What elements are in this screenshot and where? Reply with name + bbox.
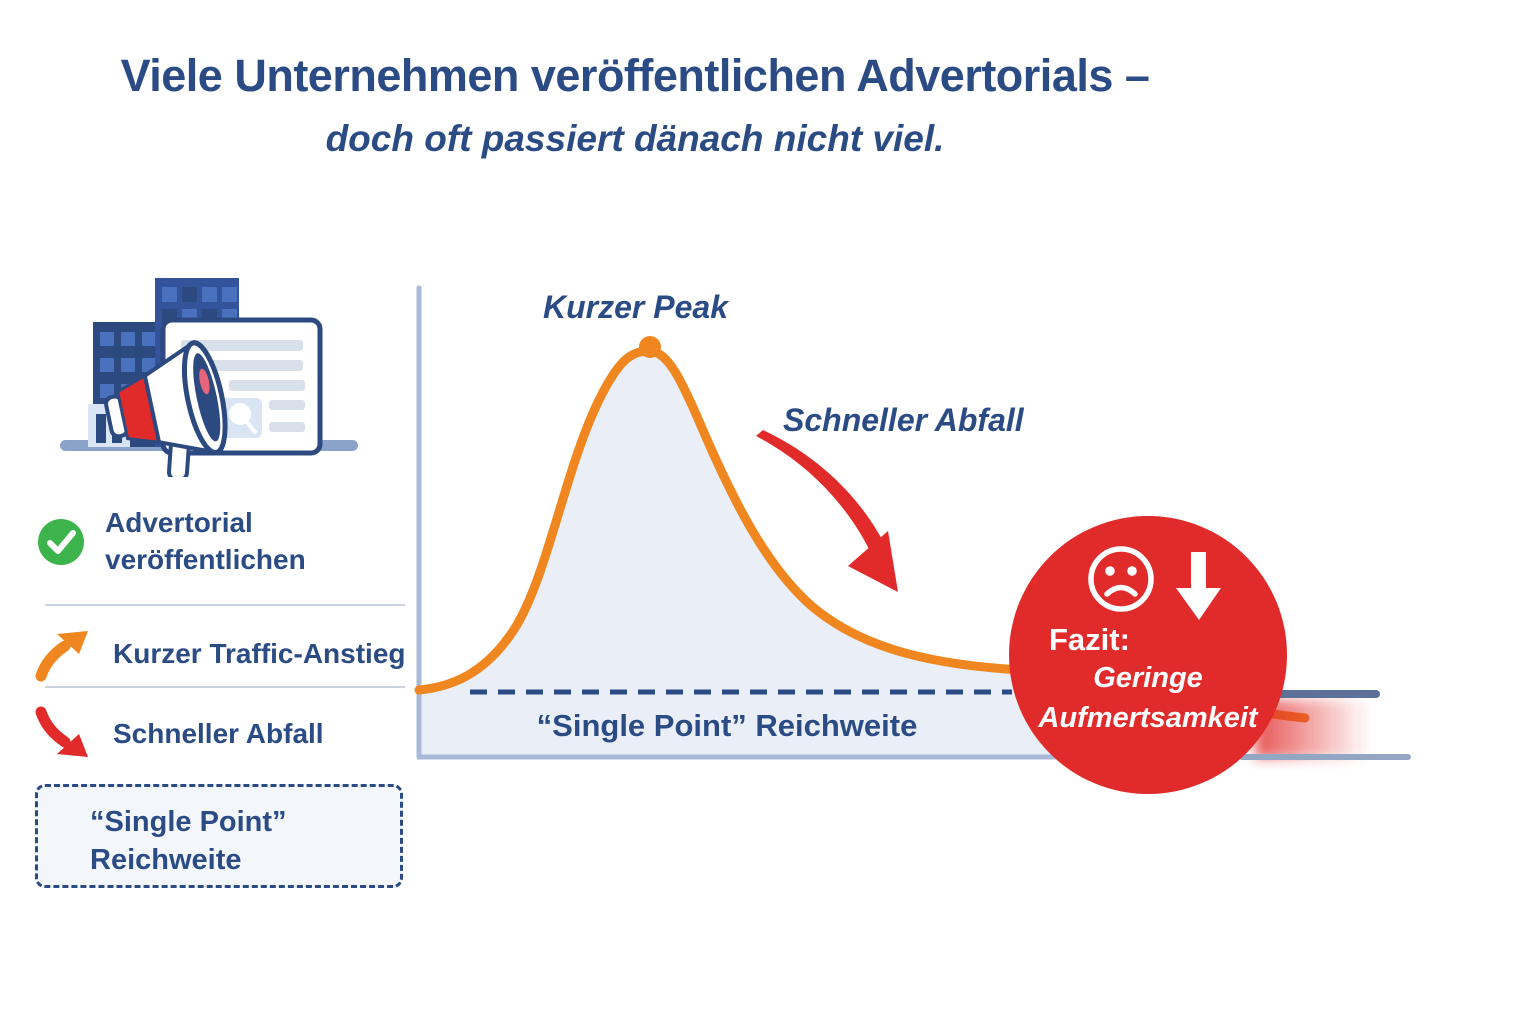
legend-label-decline: Schneller Abfall: [113, 717, 324, 749]
page-subtitle: doch oft passiert dänach nicht viel.: [325, 118, 945, 159]
sad-face-icon: [1088, 546, 1154, 612]
header: Viele Unternehmen veröffentlichen Advert…: [0, 50, 1270, 160]
peak-label: Kurzer Peak: [543, 289, 728, 325]
megaphone-icon: [104, 339, 228, 477]
legend-item-decline: Schneller Abfall: [33, 704, 324, 764]
conclusion-line2: Aufmertsamkeit: [1038, 702, 1258, 734]
conclusion-badge: Fazit: Geringe Aufmertsamkeit: [1009, 516, 1287, 794]
conclusion-line1: Geringe: [1093, 662, 1203, 694]
legend-item-traffic-rise: Kurzer Traffic-Anstieg: [33, 624, 406, 684]
legend-label-single-point: “Single Point” Reichweite: [90, 806, 287, 877]
down-arrow-icon: [1176, 552, 1221, 620]
decline-swoosh-arrow-icon: [756, 430, 898, 592]
legend-item-publish: Advertorial veröffentlichen: [37, 505, 375, 579]
decline-arrow-icon: [35, 706, 88, 757]
check-circle-icon: [38, 518, 84, 565]
legend-divider: [45, 604, 405, 606]
baseline-reach-label: “Single Point” Reichweite: [536, 708, 918, 743]
traffic-up-arrow-icon: [35, 631, 88, 682]
decline-label: Schneller Abfall: [783, 402, 1024, 438]
legend-label-traffic-rise: Kurzer Traffic-Anstieg: [113, 637, 406, 669]
legend-divider: [45, 686, 405, 688]
conclusion-heading: Fazit:: [1049, 622, 1130, 657]
page-title: Viele Unternehmen veröffentlichen Advert…: [120, 50, 1150, 101]
legend-label-publish: Advertorial veröffentlichen: [105, 507, 306, 575]
company-advertorial-illustration: [60, 278, 358, 477]
peak-dot: [639, 336, 661, 358]
single-point-reach-box: “Single Point” Reichweite: [35, 784, 403, 888]
